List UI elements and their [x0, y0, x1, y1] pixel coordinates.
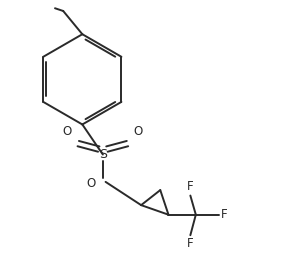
- Text: O: O: [87, 177, 96, 190]
- Text: F: F: [187, 180, 194, 193]
- Text: F: F: [220, 208, 227, 221]
- Text: S: S: [99, 148, 107, 161]
- Text: O: O: [133, 125, 142, 138]
- Text: F: F: [187, 237, 194, 250]
- Text: O: O: [62, 125, 72, 138]
